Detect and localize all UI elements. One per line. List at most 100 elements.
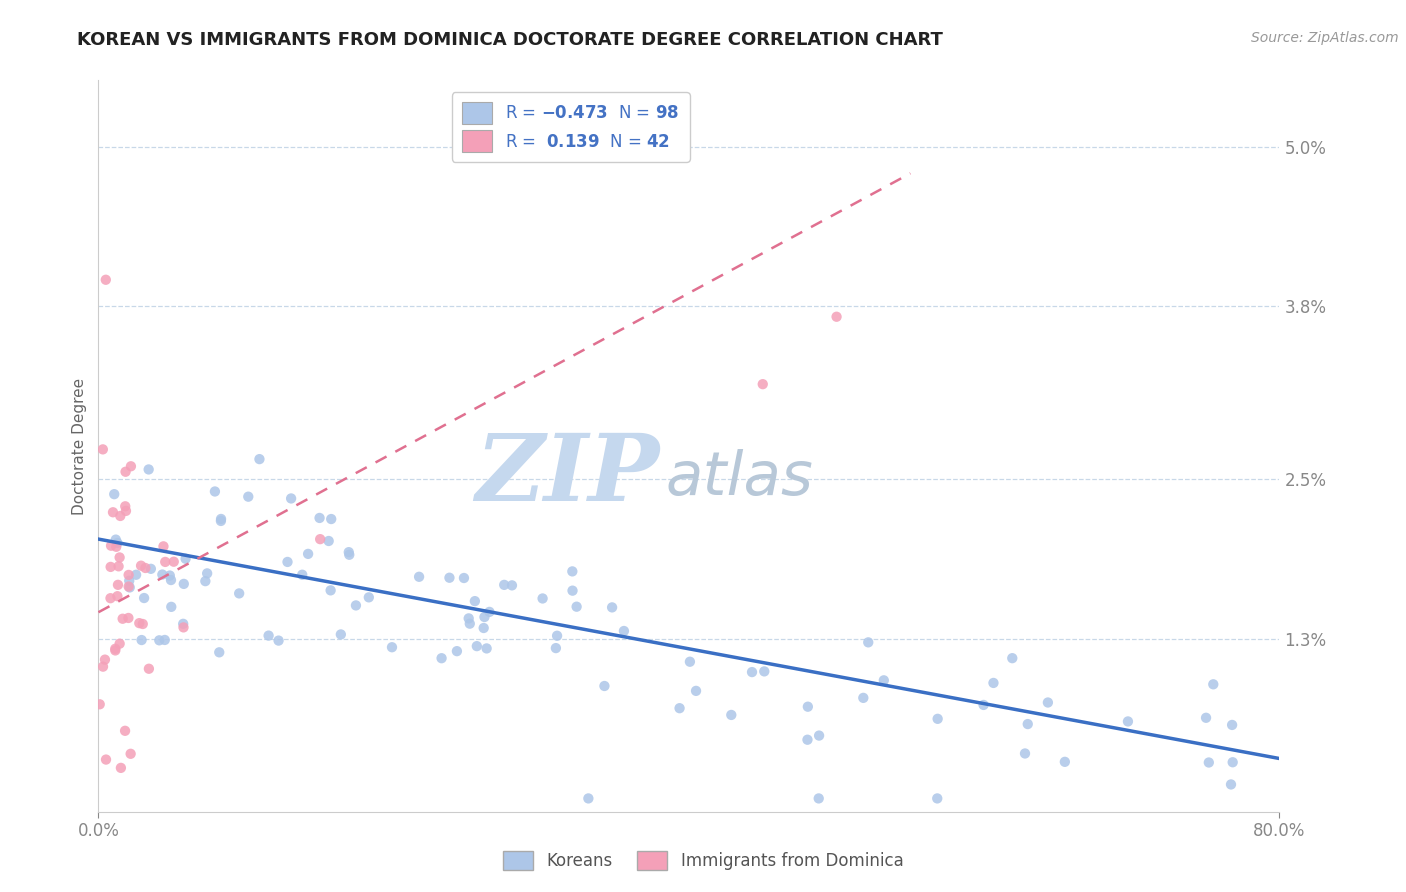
Point [107,559,129,574]
Point [546,629,568,643]
Point [465,639,488,653]
Point [160,573,183,587]
Point [309,532,332,546]
Point [159,568,181,582]
Point [228,586,250,600]
Point [381,640,404,655]
Point [173,577,195,591]
Point [104,533,127,547]
Point [1220,718,1243,732]
Point [174,551,197,566]
Point [160,599,183,614]
Legend: Koreans, Immigrants from Dominica: Koreans, Immigrants from Dominica [496,844,910,877]
Point [319,583,342,598]
Point [478,605,501,619]
Point [668,701,690,715]
Text: atlas: atlas [665,450,813,508]
Point [565,599,588,614]
Point [134,561,156,575]
Point [120,459,142,474]
Point [852,690,875,705]
Text: KOREAN VS IMMIGRANTS FROM DOMINICA DOCTORATE DEGREE CORRELATION CHART: KOREAN VS IMMIGRANTS FROM DOMINICA DOCTO… [77,31,943,49]
Point [679,655,702,669]
Point [593,679,616,693]
Point [825,310,848,324]
Point [91,442,114,457]
Point [1116,714,1139,729]
Point [280,491,302,506]
Point [89,698,111,712]
Point [94,753,117,767]
Point [129,558,152,573]
Point [807,791,830,805]
Point [1017,717,1039,731]
Point [101,505,124,519]
Point [1220,777,1243,791]
Point [209,514,232,528]
Point [115,504,138,518]
Point [561,565,583,579]
Point [194,574,217,589]
Point [600,600,623,615]
Point [138,662,160,676]
Point [163,555,186,569]
Point [100,560,122,574]
Point [337,545,360,559]
Point [1053,755,1076,769]
Point [117,568,139,582]
Point [172,616,194,631]
Point [474,610,496,624]
Point [91,659,114,673]
Point [337,548,360,562]
Point [1014,747,1036,761]
Point [108,550,131,565]
Point [1036,696,1059,710]
Point [430,651,453,665]
Point [1202,677,1225,691]
Point [797,699,820,714]
Point [297,547,319,561]
Point [858,635,880,649]
Point [118,574,141,588]
Point [357,591,380,605]
Point [308,511,330,525]
Point [208,645,231,659]
Point [128,616,150,631]
Text: ZIP: ZIP [475,430,659,520]
Point [927,712,949,726]
Point [94,273,117,287]
Point [155,555,177,569]
Point [808,729,831,743]
Y-axis label: Doctorate Degree: Doctorate Degree [72,377,87,515]
Point [114,723,136,738]
Point [983,676,1005,690]
Point [321,512,343,526]
Point [148,633,170,648]
Point [741,665,763,679]
Point [685,684,707,698]
Point [195,566,218,581]
Point [132,617,155,632]
Point [752,377,775,392]
Point [973,698,995,712]
Point [107,589,129,603]
Point [276,555,298,569]
Point [796,732,818,747]
Point [249,452,271,467]
Point [111,612,134,626]
Point [544,641,567,656]
Point [576,791,599,805]
Point [138,462,160,476]
Point [754,665,776,679]
Point [329,627,352,641]
Point [531,591,554,606]
Point [139,562,162,576]
Point [104,641,127,656]
Point [458,616,481,631]
Point [118,581,141,595]
Point [114,465,136,479]
Point [108,637,131,651]
Point [131,633,153,648]
Point [453,571,475,585]
Point [472,621,495,635]
